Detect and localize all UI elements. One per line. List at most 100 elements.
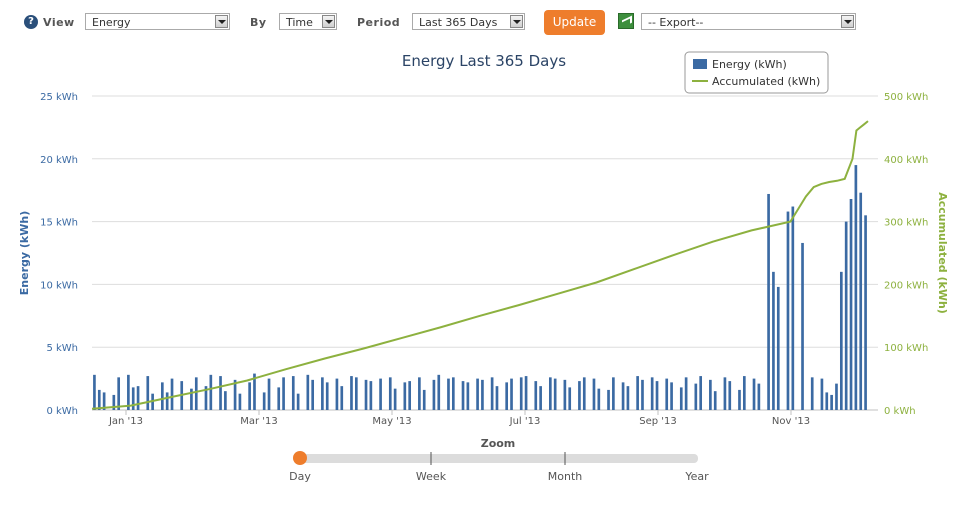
export-chart-icon[interactable] bbox=[618, 13, 634, 29]
view-label: View bbox=[43, 16, 75, 29]
view-select-value: Energy bbox=[92, 16, 131, 29]
energy-bar bbox=[291, 376, 295, 410]
energy-bar bbox=[786, 211, 790, 410]
x-tick-label: Nov '13 bbox=[772, 416, 810, 427]
chevron-down-icon bbox=[215, 15, 228, 28]
legend-accumulated-label[interactable]: Accumulated (kWh) bbox=[712, 75, 820, 88]
energy-bar bbox=[112, 394, 116, 410]
right-axis-label: Accumulated (kWh) bbox=[936, 192, 949, 314]
by-select-value: Time bbox=[286, 16, 313, 29]
energy-bar bbox=[321, 377, 324, 410]
energy-bar bbox=[563, 379, 567, 410]
zoom-level-day[interactable]: Day bbox=[289, 470, 311, 483]
energy-bar bbox=[437, 374, 441, 410]
energy-bar bbox=[539, 386, 542, 410]
chart-title: Energy Last 365 Days bbox=[402, 52, 566, 70]
energy-bar bbox=[723, 377, 727, 410]
energy-bar bbox=[233, 379, 237, 410]
energy-bar bbox=[403, 382, 407, 410]
toolbar: ? View Energy By Time Period Last 365 Da… bbox=[0, 0, 960, 44]
by-select[interactable]: Time bbox=[279, 13, 337, 30]
energy-bar bbox=[418, 377, 421, 410]
energy-bar bbox=[476, 378, 479, 410]
energy-bar bbox=[859, 192, 863, 410]
period-select[interactable]: Last 365 Days bbox=[412, 13, 525, 30]
energy-bar bbox=[655, 381, 659, 410]
energy-bar bbox=[670, 382, 673, 410]
zoom-level-month[interactable]: Month bbox=[548, 470, 583, 483]
energy-bar bbox=[262, 392, 266, 410]
zoom-handle[interactable] bbox=[293, 451, 307, 465]
energy-bar bbox=[369, 381, 373, 410]
energy-bar bbox=[738, 389, 741, 410]
left-tick-label: 15 kWh bbox=[40, 218, 78, 229]
energy-bar bbox=[582, 377, 586, 410]
left-tick-label: 20 kWh bbox=[40, 155, 78, 166]
chevron-down-icon bbox=[322, 15, 335, 28]
x-tick-label: Mar '13 bbox=[240, 416, 278, 427]
energy-bar bbox=[296, 393, 300, 410]
energy-bar bbox=[461, 381, 465, 410]
energy-bar bbox=[776, 286, 780, 410]
energy-bar bbox=[277, 387, 281, 410]
energy-bar bbox=[505, 382, 509, 410]
energy-bar bbox=[534, 381, 538, 410]
right-tick-label: 400 kWh bbox=[884, 155, 928, 166]
right-tick-label: 200 kWh bbox=[884, 280, 928, 291]
legend: Energy (kWh) Accumulated (kWh) bbox=[684, 51, 829, 94]
energy-bar bbox=[325, 382, 329, 410]
left-axis-label: Energy (kWh) bbox=[18, 211, 31, 295]
energy-bar bbox=[597, 388, 601, 410]
x-tick-label: Jan '13 bbox=[108, 416, 143, 427]
energy-bar bbox=[684, 377, 688, 410]
energy-bar bbox=[466, 382, 470, 410]
energy-bar bbox=[830, 394, 833, 410]
energy-bar bbox=[451, 377, 455, 410]
energy-bar bbox=[767, 193, 770, 410]
zoom-level-year[interactable]: Year bbox=[684, 470, 709, 483]
energy-bar bbox=[194, 377, 198, 410]
chevron-down-icon bbox=[841, 15, 854, 28]
export-select[interactable]: -- Export-- bbox=[641, 13, 856, 30]
energy-bar bbox=[282, 377, 285, 410]
energy-bar bbox=[190, 388, 193, 410]
energy-bar bbox=[209, 374, 213, 410]
energy-bar bbox=[393, 388, 397, 410]
zoom-track[interactable] bbox=[298, 454, 698, 463]
energy-bar bbox=[709, 379, 712, 410]
energy-bar bbox=[728, 381, 732, 410]
energy-bar bbox=[849, 198, 853, 410]
energy-bar bbox=[650, 377, 654, 410]
left-axis-ticks: 0 kWh 5 kWh 10 kWh 15 kWh 20 kWh 25 kWh bbox=[40, 92, 78, 417]
energy-bar bbox=[742, 376, 746, 410]
energy-bar bbox=[607, 389, 610, 410]
energy-bar bbox=[127, 374, 130, 410]
energy-bar bbox=[432, 379, 436, 410]
energy-bar bbox=[524, 376, 528, 410]
by-label: By bbox=[250, 16, 267, 29]
zoom-level-week[interactable]: Week bbox=[416, 470, 447, 483]
right-tick-label: 100 kWh bbox=[884, 343, 928, 354]
x-tick-label: Sep '13 bbox=[639, 416, 677, 427]
energy-bar bbox=[306, 374, 310, 410]
energy-bar bbox=[160, 382, 164, 410]
energy-bar bbox=[136, 386, 140, 410]
energy-bar bbox=[93, 374, 96, 410]
energy-bar bbox=[568, 387, 572, 410]
energy-bar bbox=[364, 379, 368, 410]
energy-bar bbox=[578, 381, 581, 410]
view-select[interactable]: Energy bbox=[85, 13, 230, 30]
energy-bar bbox=[408, 381, 412, 410]
energy-bar bbox=[810, 377, 814, 410]
energy-bar bbox=[752, 378, 756, 410]
update-button[interactable]: Update bbox=[544, 10, 605, 35]
energy-bar bbox=[335, 378, 339, 410]
help-icon[interactable]: ? bbox=[24, 15, 38, 29]
zoom-control: Zoom Day Week Month Year bbox=[289, 437, 709, 483]
accumulated-line bbox=[91, 120, 869, 410]
energy-bar bbox=[801, 242, 804, 410]
energy-bar bbox=[447, 378, 450, 410]
legend-energy-label[interactable]: Energy (kWh) bbox=[712, 58, 787, 71]
energy-bar bbox=[117, 377, 121, 410]
